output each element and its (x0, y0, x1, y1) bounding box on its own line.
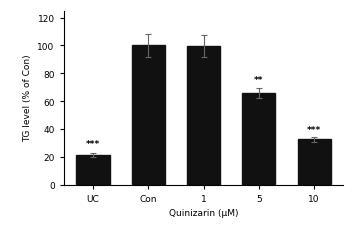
Text: ***: *** (86, 140, 100, 149)
Text: **: ** (254, 75, 264, 84)
Bar (76, 155, 110, 185)
X-axis label: Quinizarin (μM): Quinizarin (μM) (169, 208, 238, 217)
Y-axis label: TG level (% of Con): TG level (% of Con) (23, 55, 32, 142)
Bar (187, 47, 220, 185)
Bar (242, 93, 275, 185)
Bar (132, 46, 165, 185)
Bar (297, 140, 331, 185)
Text: ***: *** (307, 125, 321, 134)
